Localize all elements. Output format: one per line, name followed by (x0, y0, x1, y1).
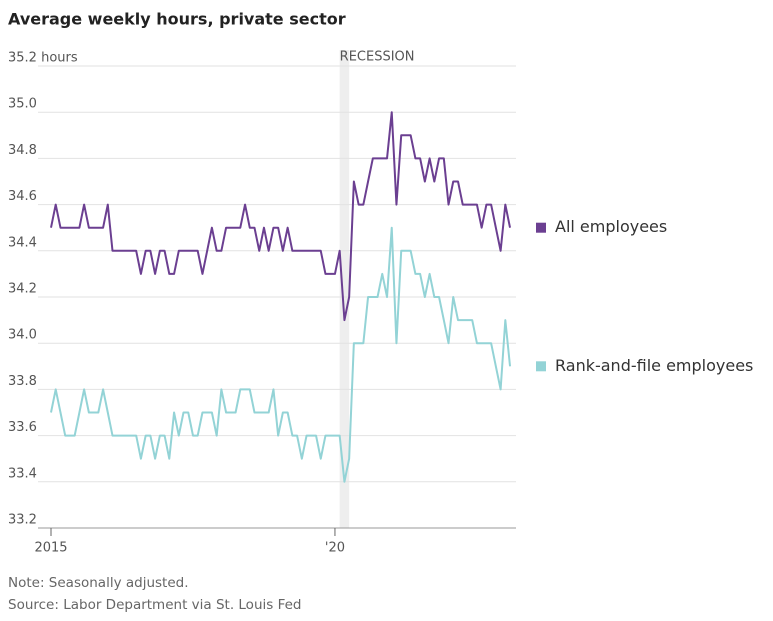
series-line (50, 226, 512, 483)
legend-label: All employees (555, 217, 667, 236)
y-tick-label: 34.0 (8, 328, 37, 343)
y-tick-label: 33.8 (8, 374, 37, 389)
legend-swatch (536, 222, 546, 233)
y-tick-label: 33.2 (8, 513, 37, 528)
note: Note: Seasonally adjusted. (8, 575, 189, 591)
series-line (50, 111, 512, 322)
y-tick-label: 34.6 (8, 189, 37, 204)
y-tick-label: 33.6 (8, 420, 37, 435)
y-tick-label: 35.0 (8, 97, 37, 112)
y-tick-label: 34.4 (8, 235, 37, 250)
chart-title: Average weekly hours, private sector (8, 10, 346, 29)
y-tick-label: 34.8 (8, 143, 37, 158)
source: Source: Labor Department via St. Louis F… (8, 597, 301, 613)
x-tick-label: '20 (325, 541, 345, 556)
recession-band (339, 50, 350, 528)
legend-label: Rank-and-file employees (555, 356, 753, 375)
y-tick-label: 35.2 hours (8, 51, 78, 66)
y-tick-label: 33.4 (8, 466, 37, 481)
legend-swatch (536, 361, 546, 372)
y-tick-label: 34.2 (8, 282, 37, 297)
recession-label: RECESSION (340, 50, 415, 65)
x-tick-label: 2015 (34, 541, 67, 556)
